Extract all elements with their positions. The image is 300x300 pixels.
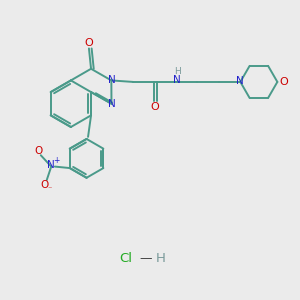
Text: ⁻: ⁻: [48, 184, 52, 193]
Text: O: O: [85, 38, 93, 48]
Text: N: N: [236, 76, 244, 86]
Text: —: —: [139, 253, 152, 266]
Text: H: H: [174, 67, 180, 76]
Text: O: O: [34, 146, 43, 156]
Text: O: O: [150, 102, 159, 112]
Text: N: N: [47, 160, 55, 170]
Text: O: O: [40, 180, 49, 190]
Text: +: +: [53, 155, 60, 164]
Text: N: N: [108, 75, 116, 85]
Text: N: N: [173, 75, 181, 85]
Text: Cl: Cl: [120, 253, 133, 266]
Text: H: H: [155, 253, 165, 266]
Text: N: N: [108, 99, 116, 109]
Text: O: O: [280, 77, 288, 87]
